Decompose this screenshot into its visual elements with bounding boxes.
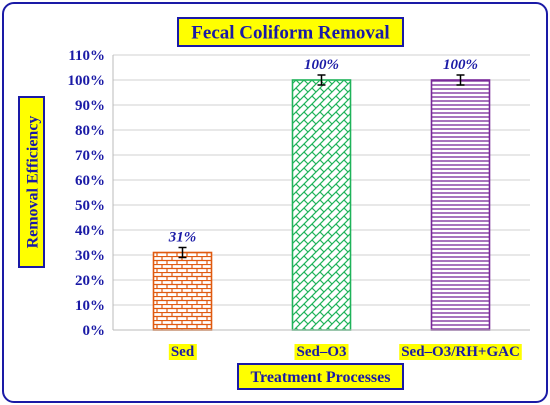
data-label: 100% bbox=[304, 57, 339, 73]
category-label: Sed–O3 bbox=[294, 344, 349, 360]
category-label-text: Sed bbox=[171, 344, 195, 360]
bars bbox=[152, 79, 491, 331]
y-tick-label: 30% bbox=[75, 248, 105, 264]
data-label: 100% bbox=[443, 57, 478, 73]
bar bbox=[152, 251, 213, 331]
y-tick-labels: 0% 10% 20% 30% 40% 50% 60% 70% 80% 90% 100% 110% bbox=[68, 48, 106, 339]
y-tick-label: 90% bbox=[75, 98, 105, 114]
error-bar bbox=[178, 246, 187, 259]
y-tick-label: 100% bbox=[68, 73, 106, 89]
category-label-text: Sed–O3 bbox=[296, 344, 346, 360]
category-label: Sed bbox=[168, 344, 197, 360]
y-tick-label: 60% bbox=[75, 173, 105, 189]
y-axis-title-text: Removal Efficiency bbox=[25, 116, 42, 249]
y-tick-label: 20% bbox=[75, 273, 105, 289]
x-axis-title: Treatment Processes bbox=[237, 363, 404, 390]
category-label-background bbox=[294, 344, 349, 360]
bar bbox=[291, 79, 352, 331]
y-tick-label: 70% bbox=[75, 148, 105, 164]
data-labels: 31% 100% 100% bbox=[168, 57, 478, 246]
y-tick-label: 50% bbox=[75, 198, 105, 214]
category-label-background bbox=[399, 344, 522, 360]
category-label: Sed–O3/RH+GAC bbox=[399, 344, 522, 360]
x-axis-title-text: Treatment Processes bbox=[251, 369, 391, 386]
y-tick-label: 0% bbox=[83, 323, 106, 339]
y-tick-label: 110% bbox=[68, 48, 105, 64]
chart-title-text: Fecal Coliform Removal bbox=[191, 23, 389, 44]
error-bar bbox=[456, 74, 465, 86]
y-axis-title: Removal Efficiency bbox=[18, 96, 45, 268]
category-label-background bbox=[168, 344, 197, 360]
y-tick-label: 10% bbox=[75, 298, 105, 314]
axes bbox=[112, 55, 530, 331]
bar bbox=[430, 79, 491, 331]
chart-title: Fecal Coliform Removal bbox=[177, 17, 404, 47]
y-tick-label: 80% bbox=[75, 123, 105, 139]
error-bar bbox=[317, 74, 326, 86]
category-labels: Sed Sed–O3 Sed–O3/RH+GAC bbox=[168, 344, 522, 360]
error-bars bbox=[178, 74, 465, 259]
data-label: 31% bbox=[168, 230, 197, 246]
y-tick-label: 40% bbox=[75, 223, 105, 239]
category-label-text: Sed–O3/RH+GAC bbox=[401, 344, 520, 360]
